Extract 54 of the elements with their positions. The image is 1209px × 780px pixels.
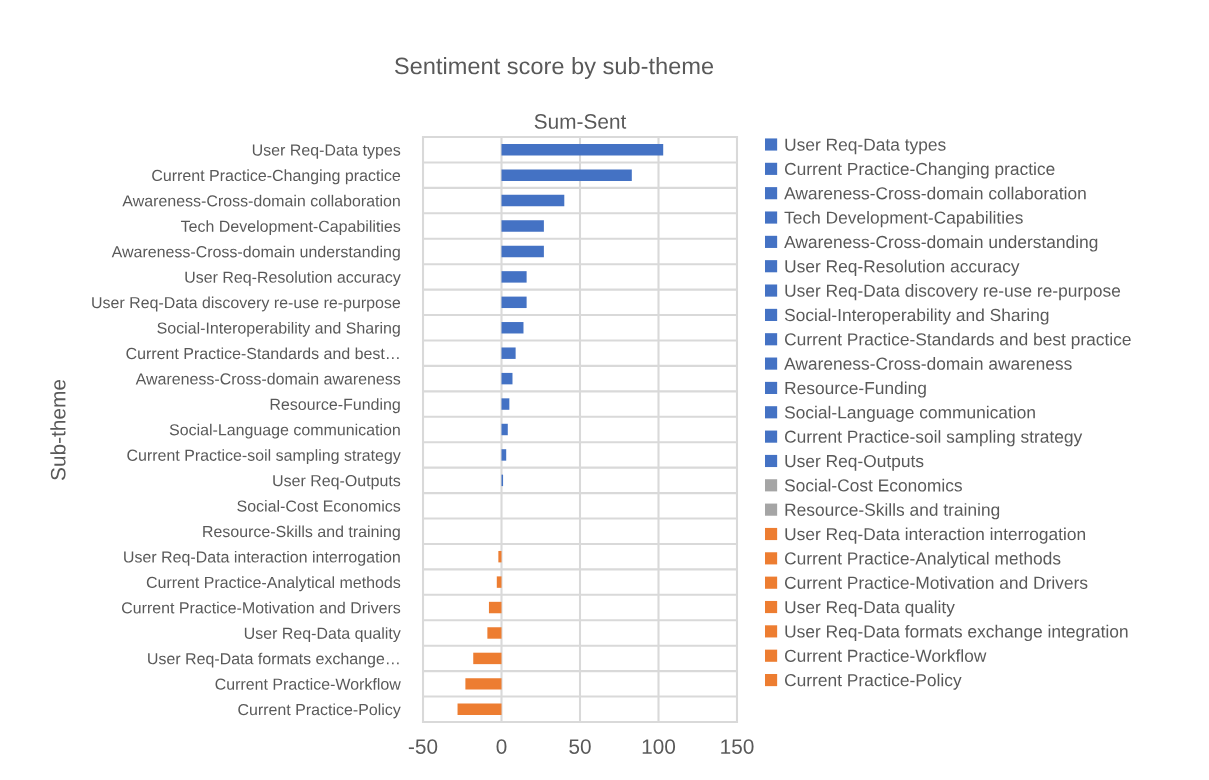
x-tick-label: -50 <box>408 739 438 754</box>
legend-label: User Req-Data formats exchange integration <box>785 624 1128 642</box>
legend-label: Resource-Skills and training <box>785 503 1000 520</box>
legend-label: User Req-Data discovery re-use re-purpose <box>785 284 1121 301</box>
y-tick-label: Tech Development-Capabilities <box>180 220 401 236</box>
legend-label: User Req-Data interaction interrogation <box>785 527 1086 544</box>
legend-label: User Req-Data quality <box>785 600 955 617</box>
y-tick-label: Resource-Funding <box>270 398 400 414</box>
y-tick-label: Current Practice-soil sampling strategy <box>127 449 401 465</box>
y-tick-label: Resource-Skills and training <box>203 525 400 541</box>
legend-label: Tech Development-Capabilities <box>784 211 1023 228</box>
x-tick-label: 0 <box>496 739 507 754</box>
legend-label: Current Practice-Analytical methods <box>784 551 1061 569</box>
y-tick-label: Current Practice-Motivation and Drivers <box>122 601 401 614</box>
legend-label: User Req-Outputs <box>785 454 924 471</box>
y-tick-label: Current Practice-Workflow <box>215 678 401 690</box>
y-tick-label: User Req-Outputs <box>273 475 401 490</box>
legend-label: Current Practice-soil sampling strategy <box>784 430 1083 447</box>
chart-subtitle: Sum-Sent <box>534 114 627 129</box>
y-tick-label: Current Practice-Standards and best… <box>126 347 399 360</box>
x-tick-label: 100 <box>642 739 676 754</box>
legend-label: User Req-Data types <box>785 138 946 155</box>
legend-label: Social-Language communication <box>784 405 1035 422</box>
legend-label: Awareness-Cross-domain collaboration <box>784 186 1086 200</box>
legend-label: Resource-Funding <box>785 381 926 398</box>
y-tick-label: Current Practice-Changing practice <box>152 169 401 185</box>
y-tick-label: Awareness-Cross-domain understanding <box>111 245 400 261</box>
y-tick-label: Current Practice-Policy <box>238 703 401 719</box>
legend-label: Social-Interoperability and Sharing <box>784 308 1049 325</box>
legend-label: Current Practice-Changing practice <box>784 162 1055 179</box>
y-tick-label: Social-Interoperability and Sharing <box>157 321 400 337</box>
legend-label: Current Practice-Policy <box>784 673 962 690</box>
y-axis-title: Sub-theme <box>50 379 66 480</box>
y-tick-label: Awareness-Cross-domain collaboration <box>122 194 400 207</box>
y-tick-label: User Req-Data formats exchange… <box>148 652 399 668</box>
y-tick-label: User Req-Data interaction interrogation <box>124 550 400 566</box>
legend-label: Awareness-Cross-domain understanding <box>784 235 1098 252</box>
y-tick-label: User Req-Data quality <box>244 627 401 643</box>
chart-title: Sentiment score by sub-theme <box>394 57 714 80</box>
legend-label: Current Practice-Workflow <box>784 649 987 662</box>
y-tick-label: User Req-Resolution accuracy <box>185 271 401 286</box>
legend-label: Current Practice-Standards and best practice <box>784 332 1131 349</box>
y-tick-label: Social-Language communication <box>169 423 400 439</box>
y-tick-label: Current Practice-Analytical methods <box>146 576 401 592</box>
y-tick-label: User Req-Data discovery re-use re-purpose <box>92 296 401 312</box>
x-tick-label: 150 <box>721 739 754 754</box>
legend-label: Current Practice-Motivation and Drivers <box>784 576 1088 589</box>
legend-label: Awareness-Cross-domain awareness <box>784 357 1072 370</box>
y-tick-label: User Req-Data types <box>252 144 401 159</box>
legend-label: User Req-Resolution accuracy <box>785 259 1020 276</box>
x-tick-label: 50 <box>569 739 591 754</box>
y-tick-label: Awareness-Cross-domain awareness <box>135 372 401 385</box>
y-tick-label: Social-Cost Economics <box>237 500 401 512</box>
legend-label: Social-Cost Economics <box>784 478 962 492</box>
